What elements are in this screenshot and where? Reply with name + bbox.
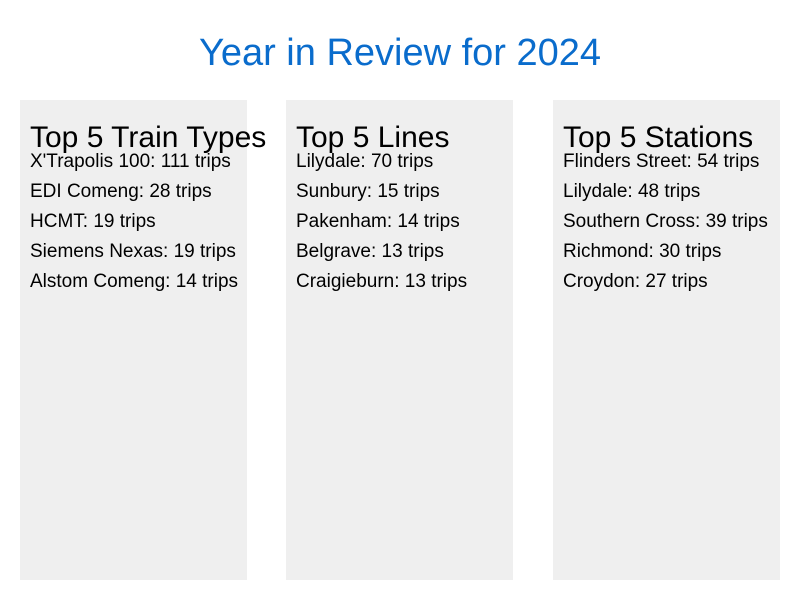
panel-lines: Top 5 Lines Lilydale: 70 trips Sunbury: … <box>286 100 513 580</box>
list-item: HCMT: 19 trips <box>30 211 156 232</box>
list-item: X'Trapolis 100: 111 trips <box>30 151 231 172</box>
page-title: Year in Review for 2024 <box>198 32 602 74</box>
list-item: Pakenham: 14 trips <box>296 211 460 232</box>
list-item: EDI Comeng: 28 trips <box>30 181 212 202</box>
panel-heading-lines: Top 5 Lines <box>296 121 450 154</box>
list-item: Richmond: 30 trips <box>563 241 722 262</box>
list-item: Flinders Street: 54 trips <box>563 151 760 172</box>
list-item: Siemens Nexas: 19 trips <box>30 241 236 262</box>
list-item: Lilydale: 48 trips <box>563 181 701 202</box>
panel-stations: Top 5 Stations Flinders Street: 54 trips… <box>553 100 780 580</box>
list-item: Lilydale: 70 trips <box>296 151 434 172</box>
stations-list: Flinders Street: 54 trips Lilydale: 48 t… <box>563 147 780 297</box>
list-item: Alstom Comeng: 14 trips <box>30 271 239 292</box>
list-item: Belgrave: 13 trips <box>296 241 444 262</box>
list-item: Craigieburn: 13 trips <box>296 271 468 292</box>
panel-heading-stations: Top 5 Stations <box>563 121 754 154</box>
train-types-list: X'Trapolis 100: 111 trips EDI Comeng: 28… <box>30 147 247 297</box>
panel-train-types: Top 5 Train Types X'Trapolis 100: 111 tr… <box>20 100 267 580</box>
list-item: Southern Cross: 39 trips <box>563 211 768 232</box>
list-item: Sunbury: 15 trips <box>296 181 440 202</box>
list-item: Croydon: 27 trips <box>563 271 708 292</box>
panel-heading-train-types: Top 5 Train Types <box>30 121 267 154</box>
lines-list: Lilydale: 70 trips Sunbury: 15 trips Pak… <box>296 147 513 297</box>
